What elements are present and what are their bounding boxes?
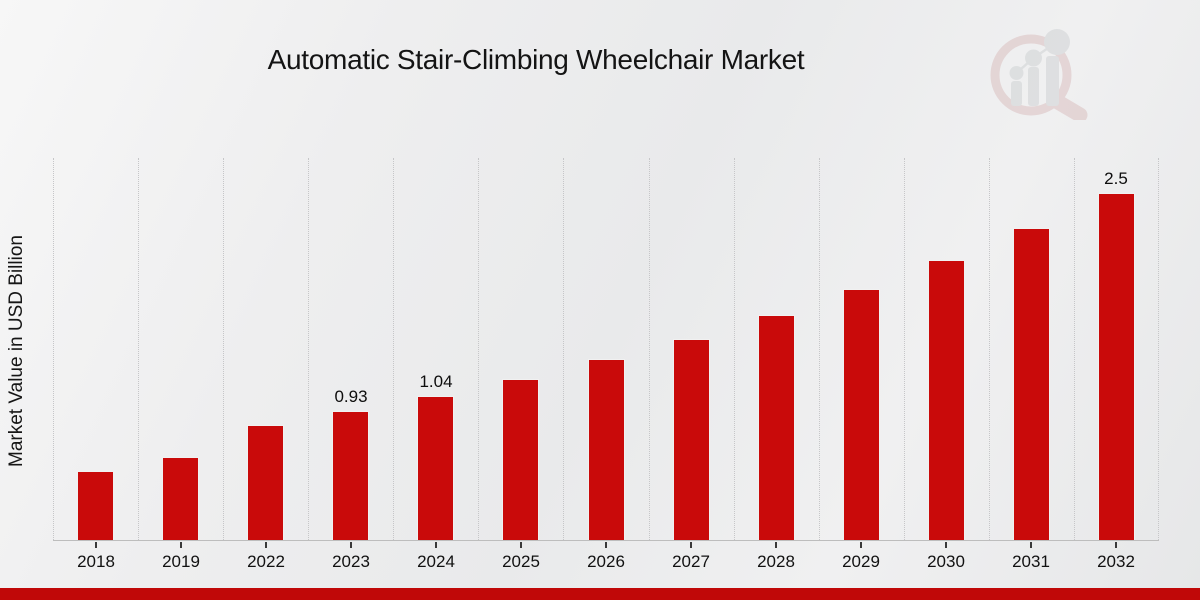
gridline	[649, 158, 650, 540]
gridline	[904, 158, 905, 540]
x-tick	[520, 542, 522, 548]
gridline	[734, 158, 735, 540]
footer-accent-bar	[0, 588, 1200, 600]
x-tick	[605, 542, 607, 548]
bar-2028	[758, 315, 795, 540]
x-label-2031: 2031	[1012, 552, 1050, 571]
gridline	[308, 158, 309, 540]
bar-2031	[1013, 228, 1050, 540]
x-label-2025: 2025	[502, 552, 540, 571]
x-label-2029: 2029	[842, 552, 880, 571]
bar-value-label-2024: 1.04	[419, 372, 453, 391]
x-tick	[860, 542, 862, 548]
magnifier-bar-chart-icon	[990, 29, 1088, 123]
x-tick	[1115, 542, 1117, 548]
gridline	[1158, 158, 1159, 540]
bar-2018	[77, 471, 114, 540]
bar-value-label-2023: 0.93	[334, 387, 368, 406]
bar-2019	[162, 457, 199, 540]
x-tick	[180, 542, 182, 548]
plot-area: 2018 2019 2022 2023 0.93 2024 1.04 2025 2026 2027…	[53, 155, 1159, 571]
x-tick	[690, 542, 692, 548]
gridline	[1074, 158, 1075, 540]
x-label-2019: 2019	[162, 552, 200, 571]
x-tick	[265, 542, 267, 548]
bar-2030	[928, 260, 965, 540]
x-label-2018: 2018	[77, 552, 115, 571]
bar-2027	[673, 339, 710, 540]
bar-2029	[843, 289, 880, 540]
x-label-2022: 2022	[247, 552, 285, 571]
gridline	[563, 158, 564, 540]
x-label-2030: 2030	[927, 552, 965, 571]
x-label-2032: 2032	[1097, 552, 1135, 571]
brand-logo	[985, 25, 1097, 123]
gridline	[393, 158, 394, 540]
x-tick	[435, 542, 437, 548]
bar-2023	[332, 411, 369, 540]
bar-2022	[247, 425, 284, 540]
x-tick	[775, 542, 777, 548]
x-label-2028: 2028	[757, 552, 795, 571]
gridline	[223, 158, 224, 540]
x-tick	[95, 542, 97, 548]
bar-2032	[1098, 193, 1135, 540]
y-axis-title: Market Value in USD Billion	[6, 235, 27, 467]
gridline	[138, 158, 139, 540]
bar-2026	[588, 359, 625, 540]
x-label-2026: 2026	[587, 552, 625, 571]
gridline	[989, 158, 990, 540]
gridline	[478, 158, 479, 540]
x-tick	[945, 542, 947, 548]
x-tick	[350, 542, 352, 548]
chart-title: Automatic Stair-Climbing Wheelchair Mark…	[267, 44, 805, 75]
x-label-2023: 2023	[332, 552, 370, 571]
x-tick	[1030, 542, 1032, 548]
gridline	[819, 158, 820, 540]
bar-2024	[417, 396, 454, 540]
bar-value-label-2032: 2.5	[1104, 169, 1128, 188]
bar-2025	[502, 379, 539, 540]
x-label-2024: 2024	[417, 552, 455, 571]
gridline	[53, 158, 54, 540]
x-label-2027: 2027	[672, 552, 710, 571]
